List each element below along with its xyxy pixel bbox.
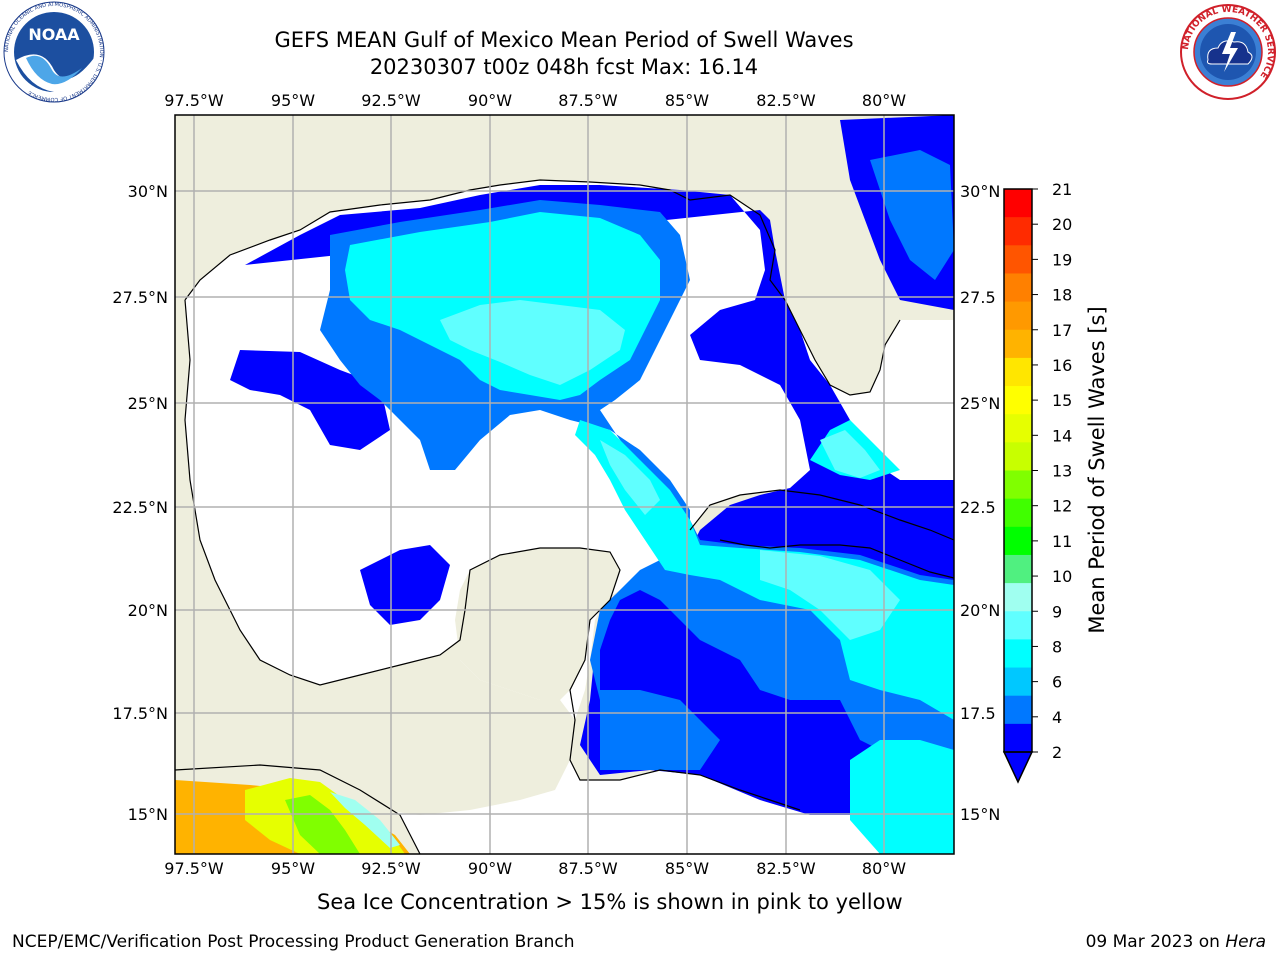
lat-label: 20°N: [128, 601, 168, 620]
colorbar-swatch: [1004, 217, 1032, 246]
colorbar-tick-label: 18: [1052, 286, 1072, 305]
lon-label: 90°W: [468, 859, 512, 878]
colorbar-swatch: [1004, 695, 1032, 725]
colorbar-tick-label: 2: [1052, 743, 1062, 762]
colorbar-tick-label: 9: [1052, 602, 1062, 621]
colorbar-swatch: [1004, 245, 1032, 274]
sea-ice-note: Sea Ice Concentration > 15% is shown in …: [317, 890, 903, 914]
lon-label: 82.5°W: [756, 859, 816, 878]
lat-label: 27.5°N: [112, 288, 168, 307]
colorbar-tick-label: 4: [1052, 708, 1062, 727]
lat-label: 27.5: [960, 288, 996, 307]
colorbar-tick-label: 14: [1052, 426, 1072, 445]
lat-label: 25°N: [960, 394, 1000, 413]
lat-label: 30°N: [128, 182, 168, 201]
map-area: [175, 115, 954, 854]
lat-labels-left: 30°N 27.5°N 25°N 22.5°N 20°N 17.5°N 15°N: [112, 182, 168, 824]
colorbar-tick-label: 16: [1052, 356, 1072, 375]
colorbar-tick-label: 21: [1052, 180, 1072, 199]
graticule: [175, 115, 954, 854]
lon-label: 97.5°W: [164, 859, 224, 878]
colorbar-swatch: [1004, 357, 1032, 387]
colorbar-tick-label: 6: [1052, 673, 1062, 692]
colorbar-tick-label: 11: [1052, 532, 1072, 551]
colorbar-swatch: [1004, 301, 1032, 331]
lat-label: 17.5: [960, 704, 996, 723]
noaa-logo-text: NOAA: [28, 25, 80, 44]
colorbar-swatch: [1004, 639, 1032, 669]
lon-label: 95°W: [271, 91, 315, 110]
colorbar-swatch: [1004, 442, 1032, 471]
lat-label: 25°N: [128, 394, 168, 413]
colorbar-swatch: [1004, 526, 1032, 556]
colorbar-swatch: [1004, 554, 1032, 584]
title-line-2: 20230307 t00z 048h fcst Max: 16.14: [369, 55, 759, 79]
mexico-land: [175, 300, 575, 815]
lon-labels-top: 97.5°W 95°W 92.5°W 90°W 87.5°W 85°W 82.5…: [164, 91, 906, 110]
swell-band-8-9: [440, 300, 900, 640]
lat-label: 20°N: [960, 601, 1000, 620]
title-line-1: GEFS MEAN Gulf of Mexico Mean Period of …: [274, 28, 854, 52]
lon-label: 82.5°W: [756, 91, 816, 110]
lat-label: 22.5: [960, 498, 996, 517]
colorbar-swatch: [1004, 498, 1032, 528]
colorbar-tick-label: 10: [1052, 567, 1072, 586]
lon-label: 80°W: [862, 859, 906, 878]
colorbar-swatch: [1004, 470, 1032, 500]
lon-label: 92.5°W: [361, 859, 421, 878]
lat-label: 15°N: [960, 805, 1000, 824]
colorbar: 21 20 19 18 17 16 15 14 13 12 11 10 9 8 6 4 2: [1002, 180, 1072, 784]
colorbar-extend-arrow: [1002, 751, 1034, 784]
lat-labels-right: 30°N 27.5 25°N 22.5 20°N 17.5 15°N: [960, 182, 1000, 824]
colorbar-label: Mean Period of Swell Waves [s]: [1085, 306, 1109, 634]
lon-label: 80°W: [862, 91, 906, 110]
map-frame: [174, 114, 955, 855]
colorbar-swatch: [1004, 329, 1032, 359]
nws-logo: NATIONAL WEATHER SERVICE: [1180, 4, 1276, 100]
lon-label: 97.5°W: [164, 91, 224, 110]
swell-band-6-8: [345, 212, 954, 854]
colorbar-swatch: [1004, 386, 1032, 415]
lat-label: 15°N: [128, 805, 168, 824]
colorbar-tick-label: 17: [1052, 321, 1072, 340]
lat-label: 22.5°N: [112, 498, 168, 517]
swell-band-10-12: [285, 795, 360, 854]
swell-band-9-10: [330, 792, 400, 848]
colorbar-tick-label: 8: [1052, 637, 1062, 656]
lat-label: 30°N: [960, 182, 1000, 201]
colorbar-swatch: [1004, 583, 1032, 612]
noaa-logo: NOAA NATIONAL OCEANIC AND ATMOSPHERIC AD…: [3, 1, 105, 103]
lon-labels-bottom: 97.5°W 95°W 92.5°W 90°W 87.5°W 85°W 82.5…: [164, 859, 906, 878]
footer-date: 09 Mar 2023 on Hera: [1086, 932, 1266, 952]
colorbar-swatch: [1004, 189, 1032, 218]
colorbar-swatch: [1004, 273, 1032, 303]
lon-label: 95°W: [271, 859, 315, 878]
lon-label: 90°W: [468, 91, 512, 110]
yucatan-land: [455, 548, 620, 700]
colorbar-swatch: [1004, 414, 1032, 443]
lon-label: 87.5°W: [558, 859, 618, 878]
colorbar-tick-label: 20: [1052, 215, 1072, 234]
colorbar-tick-label: 15: [1052, 391, 1072, 410]
colorbar-tick-label: 12: [1052, 497, 1072, 516]
lon-label: 85°W: [665, 91, 709, 110]
lon-label: 85°W: [665, 859, 709, 878]
colorbar-tick-label: 13: [1052, 462, 1072, 481]
footer-machine: Hera: [1225, 932, 1266, 952]
lon-label: 87.5°W: [558, 91, 618, 110]
footer-date-text: 09 Mar 2023 on: [1085, 932, 1226, 952]
coastline: [175, 179, 954, 854]
colorbar-swatch: [1004, 723, 1032, 753]
lon-label: 92.5°W: [361, 91, 421, 110]
colorbar-swatch: [1004, 611, 1032, 640]
colorbar-swatch: [1004, 667, 1032, 697]
colorbar-tick-label: 19: [1052, 250, 1072, 269]
lat-label: 17.5°N: [112, 704, 168, 723]
footer-credit: NCEP/EMC/Verification Post Processing Pr…: [12, 932, 575, 952]
